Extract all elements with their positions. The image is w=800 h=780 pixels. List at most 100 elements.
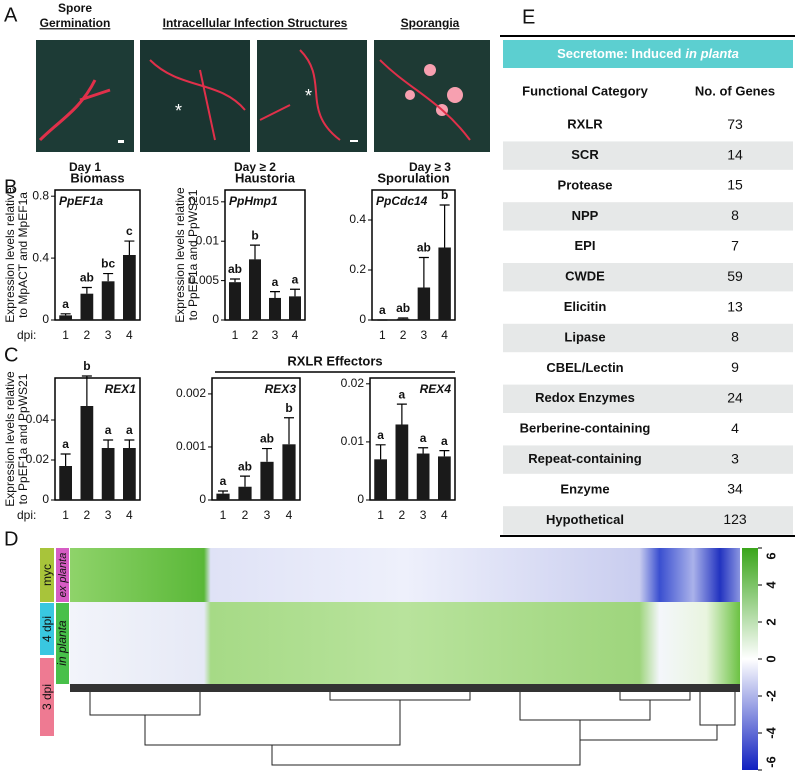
group-tag xyxy=(56,603,69,684)
micrograph xyxy=(374,40,490,152)
significance-letter: ab xyxy=(80,271,94,285)
gene-label: REX4 xyxy=(420,382,452,396)
error-bar xyxy=(240,475,250,487)
x-tick-label: 1 xyxy=(379,328,386,342)
category-cell: NPP xyxy=(572,208,599,223)
gene-label: REX3 xyxy=(265,382,297,396)
x-tick-label: 3 xyxy=(105,508,112,522)
error-bar xyxy=(375,444,386,460)
significance-letter: a xyxy=(377,428,384,442)
category-cell: EPI xyxy=(575,238,596,253)
panel-letter: D xyxy=(4,528,18,550)
colorbar-tick-label: -6 xyxy=(763,756,778,768)
axes-box xyxy=(371,189,456,321)
x-tick-label: 2 xyxy=(252,328,259,342)
y-axis-label: Expression levels relative xyxy=(3,187,17,323)
gene-label: PpEF1a xyxy=(59,194,103,208)
error-bar xyxy=(270,291,280,298)
x-tick-label: 3 xyxy=(264,508,271,522)
significance-letter: a xyxy=(105,423,112,437)
significance-letter: a xyxy=(379,303,386,317)
day-label: Day ≥ 2 xyxy=(234,160,276,174)
x-tick-label: 1 xyxy=(62,508,69,522)
bar xyxy=(282,444,296,500)
y-tick-label: 0 xyxy=(42,312,49,326)
count-cell: 7 xyxy=(731,238,739,254)
micrograph xyxy=(140,40,250,152)
gene-label: PpHmp1 xyxy=(229,194,278,208)
y-axis-label: to PpEF1a and PpWS21 xyxy=(186,189,200,320)
count-cell: 4 xyxy=(731,420,739,436)
bar xyxy=(123,255,136,320)
category-cell: Redox Enzymes xyxy=(535,390,635,405)
chart-title: Sporulation xyxy=(377,170,449,185)
colorbar-tick-label: -4 xyxy=(763,726,778,738)
x-tick-label: 1 xyxy=(62,328,69,342)
y-tick-label: 0.04 xyxy=(26,412,50,426)
row-band xyxy=(503,384,793,413)
error-bar xyxy=(290,288,300,297)
heatmap-block xyxy=(70,602,740,684)
colorbar-tick-label: -2 xyxy=(763,690,778,702)
y-tick-label: 0.02 xyxy=(26,452,50,466)
colorbar xyxy=(742,548,758,770)
significance-letter: a xyxy=(62,297,69,311)
significance-letter: b xyxy=(285,401,292,415)
column-header: No. of Genes xyxy=(695,83,775,98)
y-tick-label: 0.4 xyxy=(349,212,366,226)
x-tick-label: 2 xyxy=(242,508,249,522)
count-cell: 14 xyxy=(727,146,743,162)
bar xyxy=(229,282,241,320)
micrographs: * * xyxy=(36,40,490,152)
x-axis-label: dpi: xyxy=(17,508,36,522)
y-tick-label: 0.001 xyxy=(176,439,206,453)
row-label: myc xyxy=(40,564,54,586)
table-title-part: Secretome: Induced xyxy=(557,46,681,61)
x-tick-label: 1 xyxy=(232,328,239,342)
significance-letter: b xyxy=(441,188,448,202)
axes-box xyxy=(369,377,456,501)
bar xyxy=(416,453,430,500)
error-bar xyxy=(81,375,92,406)
panel-letter: C xyxy=(4,344,18,366)
category-cell: RXLR xyxy=(567,117,603,132)
significance-letter: ab xyxy=(396,301,410,315)
bar xyxy=(289,296,301,320)
row-label: 3 dpi xyxy=(40,684,54,710)
bar xyxy=(396,318,410,320)
image-header: Germination xyxy=(40,16,111,30)
x-tick-label: 4 xyxy=(441,508,448,522)
significance-letter: a xyxy=(220,474,227,488)
y-tick-label: 0 xyxy=(42,492,49,506)
group-title: RXLR Effectors xyxy=(287,353,382,368)
axes-box xyxy=(211,377,301,501)
colorbar-tick-label: 0 xyxy=(763,655,778,662)
bar xyxy=(59,315,72,320)
significance-letter: bc xyxy=(101,257,115,271)
error-bar xyxy=(230,278,240,283)
error-bar xyxy=(124,240,135,255)
y-tick-label: 0.02 xyxy=(341,376,365,390)
row-band xyxy=(503,445,793,474)
error-bar xyxy=(218,490,228,494)
significance-letter: a xyxy=(272,275,279,289)
y-axis-label: Expression levels relative xyxy=(3,371,17,507)
y-tick-label: 0.2 xyxy=(349,262,366,276)
significance-letter: a xyxy=(420,431,427,445)
bar xyxy=(438,247,451,320)
error-bar xyxy=(103,272,114,282)
day-label: Day ≥ 3 xyxy=(409,160,451,174)
y-tick-label: 0 xyxy=(359,312,366,326)
x-tick-label: 3 xyxy=(421,328,428,342)
day-label: Day 1 xyxy=(69,160,101,174)
x-axis-label: dpi: xyxy=(17,328,36,342)
image-header: Spore xyxy=(58,1,92,15)
row-band xyxy=(503,141,793,170)
category-cell: CWDE xyxy=(565,269,605,284)
error-bar xyxy=(262,447,272,462)
error-bar xyxy=(439,204,450,248)
count-cell: 15 xyxy=(727,177,743,193)
count-cell: 59 xyxy=(727,268,743,284)
